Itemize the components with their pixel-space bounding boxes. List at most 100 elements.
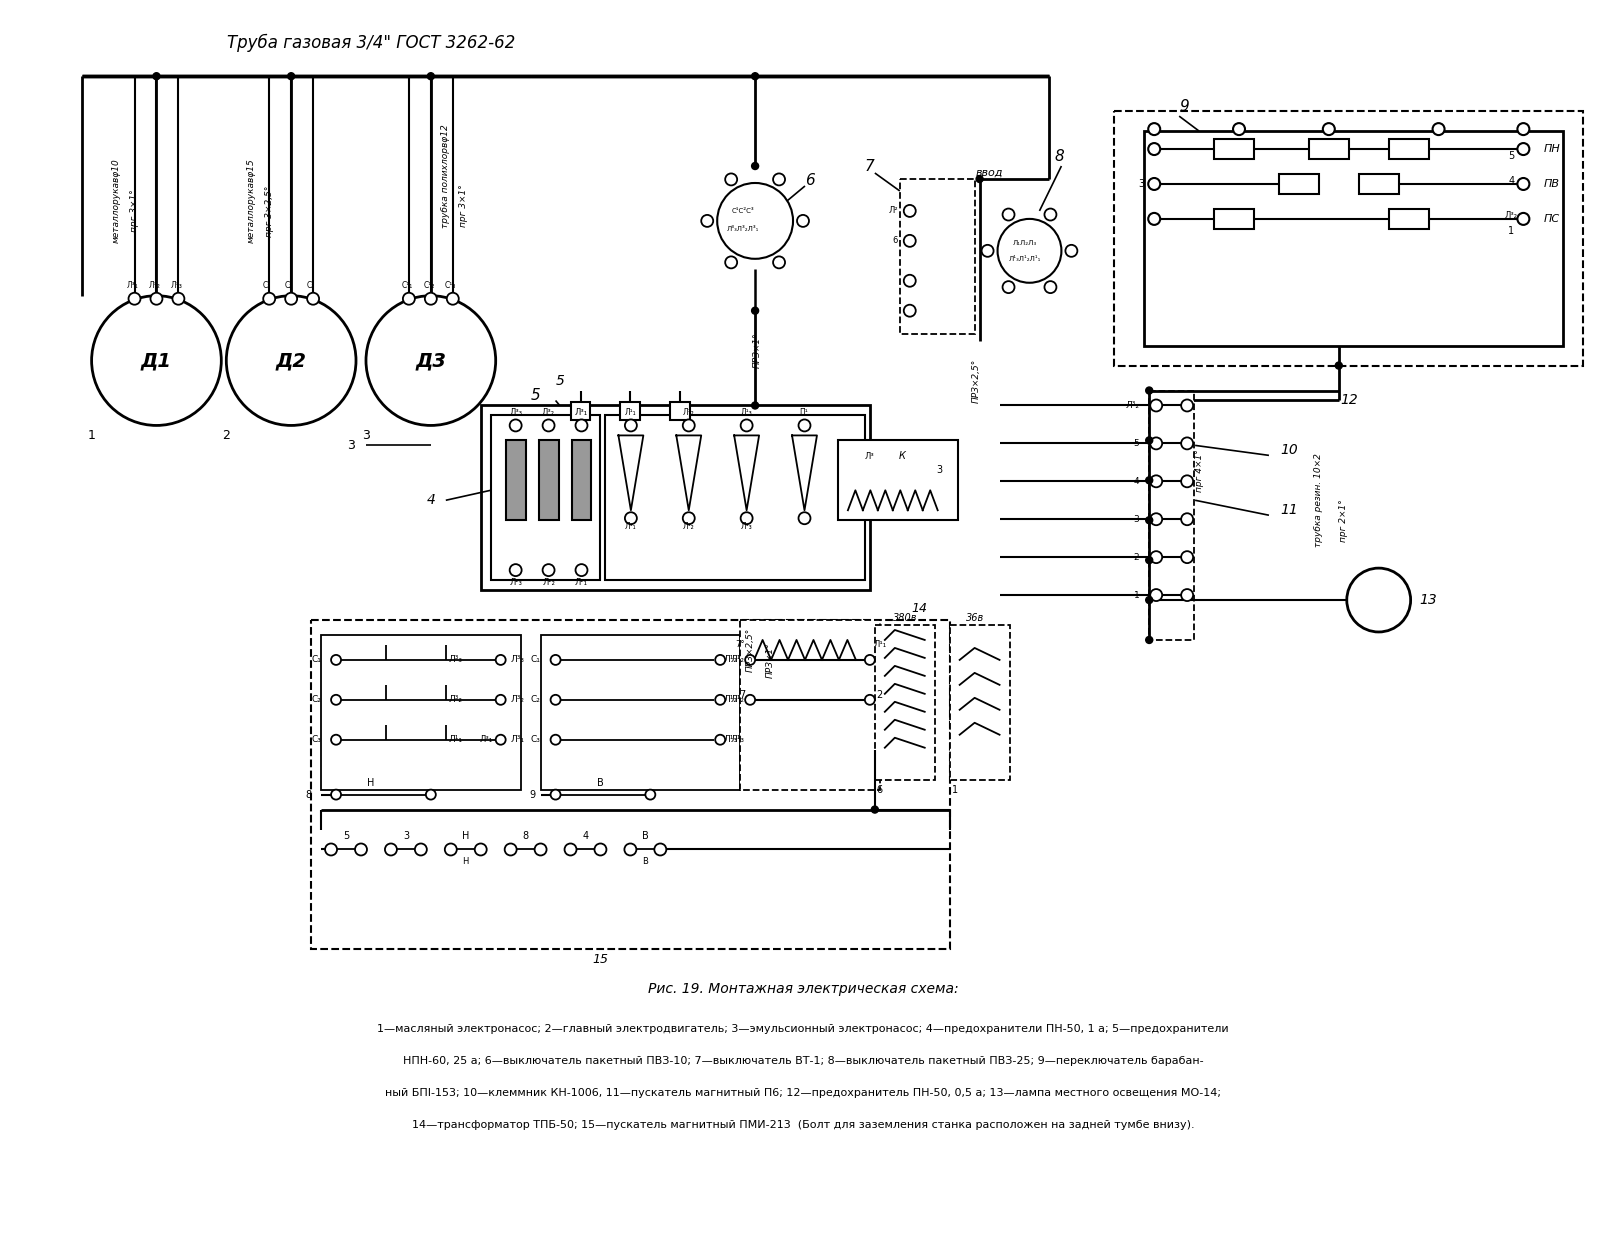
Bar	[1388, 209, 1428, 229]
Circle shape	[1347, 568, 1409, 632]
Text: Л³₃: Л³₃	[510, 656, 525, 664]
Circle shape	[1149, 400, 1162, 412]
Circle shape	[565, 844, 576, 856]
Circle shape	[1149, 513, 1162, 526]
Text: Л₁Л₂Л₃: Л₁Л₂Л₃	[1011, 240, 1035, 246]
Text: прг 2×1°: прг 2×1°	[1339, 499, 1348, 542]
Text: 5: 5	[555, 374, 565, 387]
Circle shape	[751, 162, 758, 169]
Text: 5: 5	[530, 388, 541, 403]
Text: 5: 5	[1507, 151, 1514, 161]
Circle shape	[151, 293, 162, 304]
Circle shape	[551, 695, 560, 705]
Text: 2: 2	[1133, 553, 1138, 562]
Bar	[1213, 209, 1254, 229]
Circle shape	[682, 419, 695, 432]
Text: 36в: 36в	[965, 614, 984, 623]
Circle shape	[287, 73, 294, 79]
Circle shape	[1148, 213, 1159, 225]
Circle shape	[624, 419, 637, 432]
Text: 1: 1	[1507, 226, 1514, 236]
Text: 2: 2	[876, 690, 883, 700]
Circle shape	[981, 245, 993, 257]
Bar	[1308, 139, 1348, 160]
Text: С¹₂: С¹₂	[422, 281, 435, 291]
Circle shape	[1149, 438, 1162, 449]
Text: Д1: Д1	[141, 351, 172, 370]
Circle shape	[798, 419, 811, 432]
Text: 9: 9	[530, 789, 536, 799]
Circle shape	[1148, 178, 1159, 190]
Bar	[875, 625, 934, 779]
Circle shape	[152, 73, 160, 79]
Text: 380в: 380в	[892, 614, 916, 623]
Circle shape	[997, 219, 1061, 283]
Circle shape	[263, 293, 274, 304]
Text: 1: 1	[952, 784, 957, 794]
Text: ПРЗ×2,5°: ПРЗ×2,5°	[971, 359, 981, 403]
Text: Н: Н	[368, 778, 374, 788]
Circle shape	[725, 256, 737, 268]
Text: ПС: ПС	[1542, 214, 1558, 224]
Circle shape	[1517, 213, 1528, 225]
Circle shape	[904, 235, 915, 247]
Circle shape	[446, 293, 459, 304]
Text: 10: 10	[1279, 443, 1297, 458]
Text: 3: 3	[1133, 515, 1138, 523]
Text: Л¹₂: Л¹₂	[722, 656, 737, 664]
Text: Л¹₁: Л¹₁	[448, 735, 462, 745]
Circle shape	[1180, 400, 1193, 412]
Circle shape	[740, 419, 753, 432]
Text: Л¹₃: Л¹₃	[730, 735, 743, 745]
Circle shape	[575, 564, 587, 576]
Bar	[740, 620, 880, 789]
Circle shape	[1043, 209, 1056, 220]
Text: 5: 5	[343, 830, 348, 840]
Text: С¹С²С³: С¹С²С³	[732, 208, 754, 214]
Circle shape	[542, 419, 554, 432]
Text: ввод: ввод	[976, 168, 1003, 178]
Circle shape	[475, 844, 486, 856]
Circle shape	[91, 296, 221, 426]
Text: 14—трансформатор ТПБ-50; 15—пускатель магнитный ПМИ-213  (Болт для заземления ст: 14—трансформатор ТПБ-50; 15—пускатель ма…	[411, 1119, 1194, 1129]
Text: 4: 4	[1507, 176, 1514, 186]
Text: 9: 9	[1178, 99, 1188, 114]
Circle shape	[717, 183, 793, 259]
Circle shape	[307, 293, 319, 304]
Text: В: В	[597, 778, 603, 788]
Text: 4: 4	[427, 494, 435, 507]
Text: 8: 8	[1054, 148, 1064, 163]
Circle shape	[286, 293, 297, 304]
Circle shape	[509, 564, 522, 576]
Circle shape	[1149, 589, 1162, 601]
Circle shape	[772, 173, 785, 186]
Text: Д3: Д3	[416, 351, 446, 370]
Circle shape	[551, 735, 560, 745]
Circle shape	[575, 419, 587, 432]
Text: Труба газовая 3/4" ГОСТ 3262-62: Труба газовая 3/4" ГОСТ 3262-62	[226, 35, 515, 52]
Text: Л³₃Л³₂Л³₁: Л³₃Л³₂Л³₁	[727, 226, 759, 231]
Circle shape	[1517, 143, 1528, 155]
Bar	[1213, 139, 1254, 160]
Bar	[538, 440, 559, 521]
Text: Л¹₁: Л¹₁	[624, 522, 636, 531]
Circle shape	[1148, 124, 1159, 135]
Circle shape	[745, 654, 754, 666]
Text: С₁: С₁	[311, 656, 321, 664]
Circle shape	[904, 304, 915, 317]
Circle shape	[751, 402, 758, 409]
Circle shape	[366, 296, 496, 426]
Circle shape	[1180, 513, 1193, 526]
Text: С₁: С₁	[530, 656, 541, 664]
Text: Л³₂: Л³₂	[1125, 401, 1138, 409]
Text: ПВ: ПВ	[1542, 179, 1558, 189]
Circle shape	[1180, 438, 1193, 449]
Text: 13: 13	[1419, 593, 1436, 607]
Text: Л²₁: Л²₁	[575, 578, 587, 586]
Text: С₂: С₂	[311, 695, 321, 704]
Bar	[838, 440, 957, 521]
Text: С₃: С₃	[530, 735, 541, 745]
Bar	[1143, 131, 1562, 345]
Text: Л³₃: Л³₃	[509, 408, 522, 417]
Circle shape	[904, 205, 915, 216]
